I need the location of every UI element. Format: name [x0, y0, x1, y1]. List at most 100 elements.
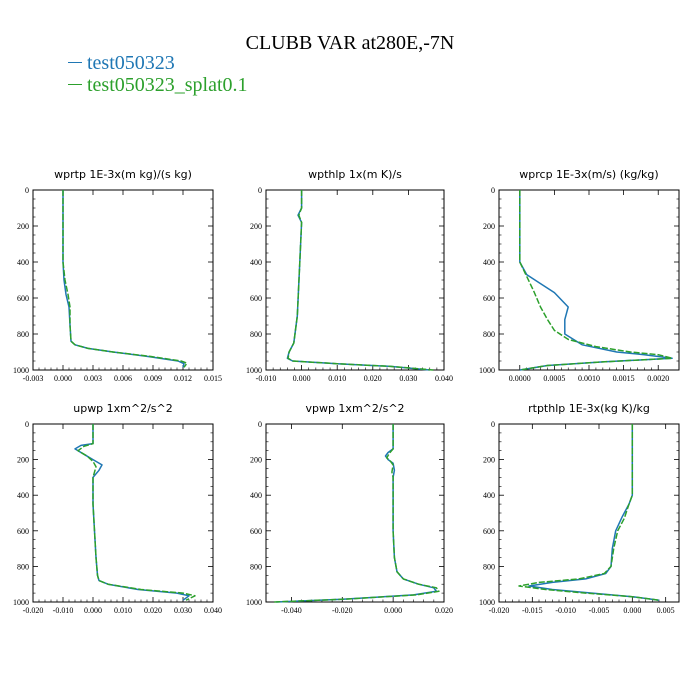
panel-6: rtpthlp 1E-3x(kg K)/kg -0.020 -0.015 -0.010…	[479, 402, 680, 615]
panel-title: vpwp 1xm^2/s^2	[305, 402, 404, 415]
series-line-1	[519, 190, 673, 371]
x-tick-label: 0.000	[623, 606, 641, 615]
legend-item-series-1: test050323	[68, 52, 248, 74]
legend-label-series-1: test050323	[87, 52, 175, 74]
legend-swatch-series-1	[68, 61, 82, 63]
x-tick-label: -0.020	[23, 606, 44, 615]
series-line-1	[286, 190, 430, 371]
y-tick-label: 1000	[246, 366, 262, 375]
y-tick-label: 800	[483, 330, 495, 339]
y-tick-label: 600	[17, 527, 29, 536]
x-tick-label: 0.015	[204, 374, 222, 383]
x-tick-label: 0.003	[84, 374, 102, 383]
x-tick-label: 0.020	[144, 606, 162, 615]
series-line-2	[273, 424, 440, 603]
panel-title: wprtp 1E-3x(m kg)/(s kg)	[54, 168, 192, 181]
y-tick-label: 1000	[246, 598, 262, 607]
legend-swatch-series-2	[68, 83, 82, 85]
y-tick-label: 800	[250, 330, 262, 339]
series-line-1	[276, 424, 438, 603]
x-tick-label: 0.020	[435, 606, 453, 615]
y-tick-label: 800	[250, 562, 262, 571]
plot-frame	[32, 189, 214, 371]
x-tick-label: 0.000	[293, 374, 311, 383]
y-tick-label: 200	[17, 456, 29, 465]
panel-2: wpthlp 1x(m K)/s -0.010 0.000 0.010 0.020 0.0…	[246, 168, 453, 383]
x-tick-label: 0.030	[399, 374, 417, 383]
y-tick-label: 0	[25, 186, 29, 195]
legend-label-series-2: test050323_splat0.1	[87, 74, 248, 96]
y-tick-label: 600	[250, 294, 262, 303]
x-tick-label: 0.0015	[613, 374, 635, 383]
y-tick-label: 1000	[479, 598, 495, 607]
series-line-2	[77, 424, 196, 601]
legend: test050323 test050323_splat0.1	[68, 52, 248, 96]
series-line-1	[74, 424, 190, 601]
series-line-2	[519, 190, 673, 371]
x-tick-label: 0.000	[384, 606, 402, 615]
x-tick-label: 0.040	[435, 374, 453, 383]
x-tick-label: 0.0005	[543, 374, 565, 383]
x-tick-label: 0.020	[364, 374, 382, 383]
y-tick-label: 200	[17, 222, 29, 231]
panel-title: wpthlp 1x(m K)/s	[308, 168, 402, 181]
y-tick-label: 200	[483, 456, 495, 465]
panel-4: upwp 1xm^2/s^2 -0.020 -0.010 0.000 0.010 0.02…	[13, 402, 222, 615]
y-tick-label: 0	[25, 420, 29, 429]
y-tick-label: 600	[250, 527, 262, 536]
y-tick-label: 600	[17, 294, 29, 303]
series-line-2	[518, 424, 660, 601]
x-tick-label: 0.040	[204, 606, 222, 615]
y-tick-label: 400	[483, 491, 495, 500]
y-tick-label: 800	[17, 562, 29, 571]
y-tick-label: 200	[250, 222, 262, 231]
x-tick-label: -0.010	[555, 606, 576, 615]
x-tick-label: -0.040	[281, 606, 302, 615]
y-tick-label: 1000	[479, 366, 495, 375]
figure-title: CLUBB VAR at280E,-7N	[245, 32, 455, 54]
y-tick-label: 400	[17, 258, 29, 267]
x-tick-label: -0.020	[489, 606, 510, 615]
y-tick-label: 0	[491, 186, 495, 195]
panel-5: vpwp 1xm^2/s^2 -0.040 -0.020 0.000 0.020 0 200…	[246, 402, 453, 615]
x-tick-label: 0.0020	[647, 374, 669, 383]
y-tick-label: 400	[483, 258, 495, 267]
y-tick-label: 400	[17, 491, 29, 500]
x-tick-label: 0.000	[84, 606, 102, 615]
plot-frame	[265, 423, 445, 603]
x-tick-label: 0.030	[174, 606, 192, 615]
panel-title: upwp 1xm^2/s^2	[73, 402, 173, 415]
y-tick-label: 800	[17, 330, 29, 339]
x-tick-label: 0.0010	[578, 374, 600, 383]
y-tick-label: 200	[250, 456, 262, 465]
x-tick-label: -0.010	[256, 374, 277, 383]
y-tick-label: 400	[250, 258, 262, 267]
series-line-2	[62, 190, 188, 368]
plot-frame	[32, 423, 214, 603]
panel-1: wprtp 1E-3x(m kg)/(s kg) -0.003 0.000 0.003…	[13, 168, 222, 383]
x-tick-label: -0.005	[589, 606, 610, 615]
x-tick-label: 0.0000	[509, 374, 531, 383]
y-tick-label: 800	[483, 562, 495, 571]
legend-item-series-2: test050323_splat0.1	[68, 74, 248, 96]
y-tick-label: 0	[258, 186, 262, 195]
x-tick-label: -0.015	[522, 606, 543, 615]
series-line-1	[528, 424, 660, 601]
panel-title: rtpthlp 1E-3x(kg K)/kg	[528, 402, 650, 415]
y-tick-label: 1000	[13, 366, 29, 375]
y-tick-label: 600	[483, 527, 495, 536]
y-tick-label: 0	[491, 420, 495, 429]
plot-frame	[498, 423, 680, 603]
x-tick-label: 0.010	[114, 606, 132, 615]
panel-title: wprcp 1E-3x(m/s) (kg/kg)	[519, 168, 658, 181]
x-tick-label: -0.010	[53, 606, 74, 615]
y-tick-label: 600	[483, 294, 495, 303]
y-tick-label: 0	[258, 420, 262, 429]
y-tick-label: 400	[250, 491, 262, 500]
plot-frame	[498, 189, 680, 371]
x-tick-label: 0.000	[54, 374, 72, 383]
y-tick-label: 1000	[13, 598, 29, 607]
plot-frame	[265, 189, 445, 371]
x-tick-label: 0.012	[174, 374, 192, 383]
